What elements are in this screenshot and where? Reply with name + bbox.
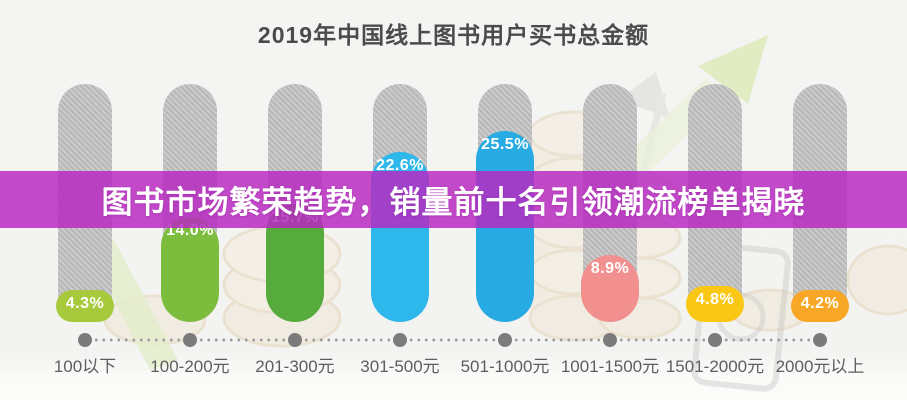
x-axis-label: 100以下 xyxy=(53,357,117,376)
bar-fill: 4.2% xyxy=(791,290,849,322)
x-axis-label: 301-500元 xyxy=(360,357,440,376)
axis-node-dot xyxy=(813,333,827,347)
x-axis-dotted-line xyxy=(85,338,820,342)
bar-value-label: 4.3% xyxy=(65,295,105,312)
bar-value-label: 4.8% xyxy=(695,291,735,308)
bar-value-label: 4.2% xyxy=(800,295,840,312)
bar-fill: 8.9% xyxy=(581,255,639,322)
x-axis-label: 100-200元 xyxy=(150,357,230,376)
axis-node-dot xyxy=(498,333,512,347)
axis-node-dot xyxy=(183,333,197,347)
bar-fill: 4.3% xyxy=(56,290,114,322)
x-axis-label: 201-300元 xyxy=(255,357,335,376)
chart-title: 2019年中国线上图书用户买书总金额 xyxy=(257,22,650,48)
bar-fill: 14.0% xyxy=(161,217,219,322)
axis-node-dot xyxy=(708,333,722,347)
x-axis-label: 1501-2000元 xyxy=(665,357,765,376)
bar-value-label: 8.9% xyxy=(590,260,630,277)
headline-banner: 图书市场繁荣趋势，销量前十名引领潮流榜单揭晓 xyxy=(0,171,907,228)
bar-fill: 4.8% xyxy=(686,286,744,322)
x-axis-label: 501-1000元 xyxy=(460,357,550,376)
axis-node-dot xyxy=(288,333,302,347)
bar-value-label: 25.5% xyxy=(481,136,529,153)
axis-node-dot xyxy=(78,333,92,347)
bar-value-label: 22.6% xyxy=(376,157,424,174)
axis-node-dot xyxy=(603,333,617,347)
x-axis-label: 1001-1500元 xyxy=(560,357,660,376)
axis-node-dot xyxy=(393,333,407,347)
x-axis-label: 2000元以上 xyxy=(775,357,865,376)
headline-text: 图书市场繁荣趋势，销量前十名引领潮流榜单揭晓 xyxy=(101,185,806,220)
